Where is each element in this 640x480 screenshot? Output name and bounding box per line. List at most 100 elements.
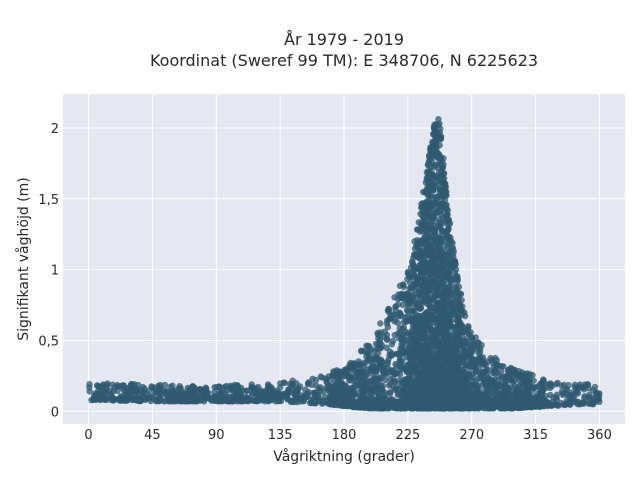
data-point <box>455 313 462 321</box>
data-point <box>553 391 561 398</box>
data-point <box>403 382 411 390</box>
data-point <box>418 239 425 247</box>
data-point <box>461 337 469 345</box>
data-point <box>566 401 574 408</box>
data-point <box>427 304 434 311</box>
data-point <box>410 280 417 288</box>
data-point <box>476 401 483 408</box>
data-point <box>445 226 452 233</box>
data-point <box>432 182 439 189</box>
data-point <box>321 393 328 400</box>
data-point <box>380 402 387 410</box>
data-point <box>546 384 554 391</box>
data-point <box>425 161 432 168</box>
data-point <box>156 394 164 402</box>
data-point <box>490 392 497 399</box>
data-point <box>453 308 461 315</box>
data-point <box>442 277 449 284</box>
data-point <box>400 318 408 325</box>
data-point <box>545 399 552 407</box>
data-point <box>506 403 514 410</box>
y-tick-label: 0,5 <box>38 334 59 349</box>
data-point <box>486 403 494 411</box>
data-point <box>415 384 423 391</box>
data-point <box>367 386 375 393</box>
data-point <box>175 391 182 399</box>
data-point <box>343 402 350 410</box>
data-point <box>452 283 459 291</box>
data-point <box>439 283 446 290</box>
data-point <box>464 326 471 333</box>
data-point <box>421 401 428 408</box>
data-point <box>306 399 314 407</box>
data-point <box>234 398 241 405</box>
data-point <box>367 391 375 398</box>
data-point <box>415 274 423 281</box>
data-point <box>515 376 523 383</box>
data-point <box>443 304 450 312</box>
data-point <box>494 363 501 370</box>
data-point <box>396 371 404 378</box>
data-point <box>485 376 492 383</box>
data-point <box>436 218 443 226</box>
data-point <box>400 404 408 412</box>
data-point <box>312 376 320 384</box>
data-point <box>266 386 274 393</box>
data-point <box>394 319 402 327</box>
data-point <box>428 280 435 287</box>
data-point <box>346 369 353 376</box>
data-point <box>298 395 305 402</box>
data-point <box>417 248 425 256</box>
data-point <box>411 391 418 398</box>
data-point <box>459 398 466 405</box>
data-point <box>423 189 430 196</box>
data-point <box>586 391 593 398</box>
data-point <box>483 366 490 373</box>
data-point <box>355 383 362 390</box>
data-point <box>410 263 418 270</box>
data-point <box>385 308 392 315</box>
data-point <box>120 382 127 389</box>
data-point <box>375 335 382 342</box>
data-point <box>134 381 142 389</box>
data-point <box>419 347 427 354</box>
data-point <box>424 213 431 221</box>
data-point <box>432 379 439 386</box>
data-point <box>166 395 173 402</box>
x-tick-label: 135 <box>268 428 293 443</box>
y-tick-label: 1,5 <box>38 193 59 208</box>
data-point <box>415 376 423 383</box>
data-point <box>435 204 442 211</box>
data-point <box>368 363 375 371</box>
data-point <box>120 387 128 394</box>
chart-title-line1: År 1979 - 2019 <box>284 30 404 49</box>
data-point <box>443 348 450 356</box>
x-tick-label: 90 <box>208 428 225 443</box>
data-point <box>437 300 444 307</box>
data-point <box>270 390 277 397</box>
data-point <box>451 347 458 355</box>
data-point <box>522 402 529 409</box>
x-tick-label: 180 <box>332 428 357 443</box>
data-point <box>139 383 147 391</box>
data-point <box>410 370 417 377</box>
data-point <box>483 383 490 391</box>
data-point <box>440 175 448 182</box>
data-point <box>333 391 340 399</box>
data-point <box>409 334 416 341</box>
data-point <box>317 387 324 394</box>
data-point <box>440 405 448 412</box>
data-point <box>167 383 174 391</box>
y-tick-label: 0 <box>51 405 59 420</box>
data-point <box>317 373 324 380</box>
data-point <box>444 396 452 404</box>
data-point <box>426 205 433 212</box>
data-point <box>428 367 435 374</box>
data-point <box>243 387 250 394</box>
data-point <box>417 289 425 296</box>
data-point <box>476 371 484 378</box>
data-point <box>418 220 425 227</box>
data-point <box>383 336 391 343</box>
data-point <box>375 393 383 400</box>
x-tick-label: 45 <box>144 428 161 443</box>
